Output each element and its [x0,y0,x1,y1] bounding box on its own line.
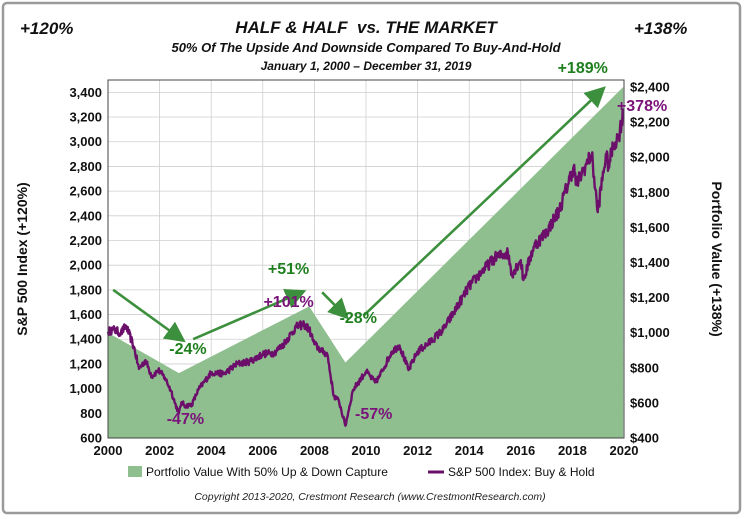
x-tick-label: 2002 [145,443,174,458]
trend-arrow [192,288,307,341]
legend: Portfolio Value With 50% Up & Down Captu… [128,465,595,479]
arrows [112,86,606,343]
annotation-label: +378% [617,98,667,115]
left-tick-label: 1,000 [69,381,102,396]
right-tick-label: $1,200 [630,290,670,305]
annotation-label: -28% [340,310,377,327]
left-tick-label: 800 [80,406,102,421]
portfolio-area [108,87,624,438]
right-axis-label: Portfolio Value (+138%) [709,181,725,336]
right-axis: $400 $600 $800 $1,000 $1,200 $1,400 $1,600 $1,8… [630,80,670,446]
left-badge: +120% [20,19,73,38]
left-axis-label: S&P 500 Index (+120%) [14,182,30,335]
left-tick-label: 2,800 [69,159,102,174]
right-tick-label: $1,000 [630,325,670,340]
annotation-label: -24% [169,341,206,358]
right-tick-label: $2,200 [630,115,670,130]
trend-arrow [362,86,606,317]
x-tick-label: 2000 [94,443,123,458]
left-tick-label: 2,400 [69,208,102,223]
date-range: January 1, 2000 – December 31, 2019 [261,59,472,73]
annotations: +189% +378% -24% +51% +101% -28% -47% -57% [167,60,667,428]
portfolio-area-layer [108,87,624,438]
right-badge: +138% [634,19,687,38]
left-tick-label: 1,400 [69,332,102,347]
annotation-label: +51% [268,261,309,278]
sp500-line [106,108,625,427]
left-tick-label: 2,200 [69,233,102,248]
left-tick-label: 3,000 [69,134,102,149]
plot-area: +189% +378% -24% +51% +101% -28% -47% -57% [106,60,667,439]
annotation-label: +101% [263,294,313,311]
right-tick-label: $2,400 [630,80,670,95]
right-tick-label: $1,400 [630,255,670,270]
legend-area-swatch [128,466,142,477]
legend-line-label: S&P 500 Index: Buy & Hold [448,465,595,479]
x-tick-label: 2006 [248,443,277,458]
right-tick-label: $2,000 [630,150,670,165]
chart-title: HALF & HALF vs. THE MARKET [235,18,498,37]
copyright: Copyright 2013-2020, Crestmont Research … [194,491,545,503]
trend-arrow [321,291,350,320]
left-tick-label: 2,000 [69,258,102,273]
right-tick-label: $800 [630,360,659,375]
x-tick-label: 2018 [558,443,587,458]
annotation-label: +189% [558,60,608,77]
x-tick-label: 2014 [455,443,485,458]
x-tick-label: 2010 [352,443,381,458]
right-tick-label: $1,800 [630,185,670,200]
chart-subtitle: 50% Of The Upside And Downside Compared … [171,40,561,55]
right-tick-label: $1,600 [630,220,670,235]
left-tick-label: 3,200 [69,110,102,125]
annotation-label: -47% [167,411,204,428]
left-axis: 600 800 1,000 1,200 1,400 1,600 1,800 2,000 2,20… [69,85,102,446]
sp500-line-layer [106,108,625,427]
x-axis: 2000 2002 2004 2006 2008 2010 2012 2014 2016 2018… [94,443,639,458]
left-tick-label: 600 [80,431,102,446]
left-tick-label: 2,600 [69,184,102,199]
annotation-label: -57% [355,406,392,423]
left-tick-label: 3,400 [69,85,102,100]
left-tick-label: 1,200 [69,356,102,371]
x-tick-label: 2008 [300,443,329,458]
left-tick-label: 1,800 [69,282,102,297]
x-tick-label: 2016 [506,443,535,458]
plot-border [107,79,625,439]
right-tick-label: $400 [630,431,659,446]
trend-arrow [112,288,186,343]
right-tick-label: $600 [630,395,659,410]
left-tick-label: 1,600 [69,307,102,322]
x-tick-label: 2012 [403,443,432,458]
x-tick-label: 2020 [610,443,639,458]
x-tick-label: 2004 [197,443,227,458]
legend-area-label: Portfolio Value With 50% Up & Down Captu… [146,465,388,479]
